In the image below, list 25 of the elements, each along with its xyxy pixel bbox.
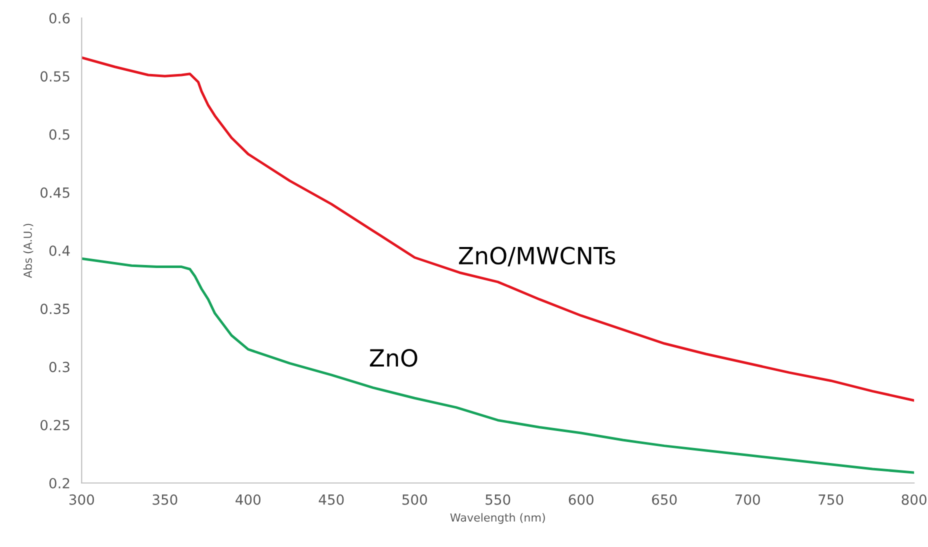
y-tick-label: 0.55 <box>40 71 70 82</box>
line-series <box>82 56 914 402</box>
x-tick-label: 500 <box>402 494 427 505</box>
y-axis-title: Abs (A.U.) <box>23 224 34 278</box>
y-tick-label: 0.45 <box>40 187 70 198</box>
y-tick-label: 0.6 <box>49 13 70 24</box>
x-tick-label: 350 <box>152 494 178 505</box>
y-tick-label: 0.4 <box>49 245 70 256</box>
x-tick-label: 800 <box>902 494 926 505</box>
y-tick-label: 0.35 <box>40 304 70 314</box>
x-tick-label: 750 <box>818 494 844 505</box>
series-label: ZnO/MWCNTs <box>458 246 616 266</box>
x-tick-label: 700 <box>735 494 760 505</box>
x-tick-label: 450 <box>318 494 344 505</box>
series-label: ZnO <box>370 348 418 367</box>
x-axis-title: Wavelength (nm) <box>450 513 545 524</box>
y-tick-label: 0.5 <box>49 129 70 140</box>
x-tick-label: 300 <box>69 494 94 505</box>
x-tick-label: 650 <box>652 494 677 505</box>
x-tick-label: 550 <box>486 494 510 505</box>
y-tick-label: 0.25 <box>40 420 70 430</box>
x-tick-label: 400 <box>236 494 260 505</box>
x-tick-label: 600 <box>568 494 594 505</box>
y-tick-label: 0.3 <box>49 362 70 372</box>
y-tick-label: 0.2 <box>49 478 70 488</box>
